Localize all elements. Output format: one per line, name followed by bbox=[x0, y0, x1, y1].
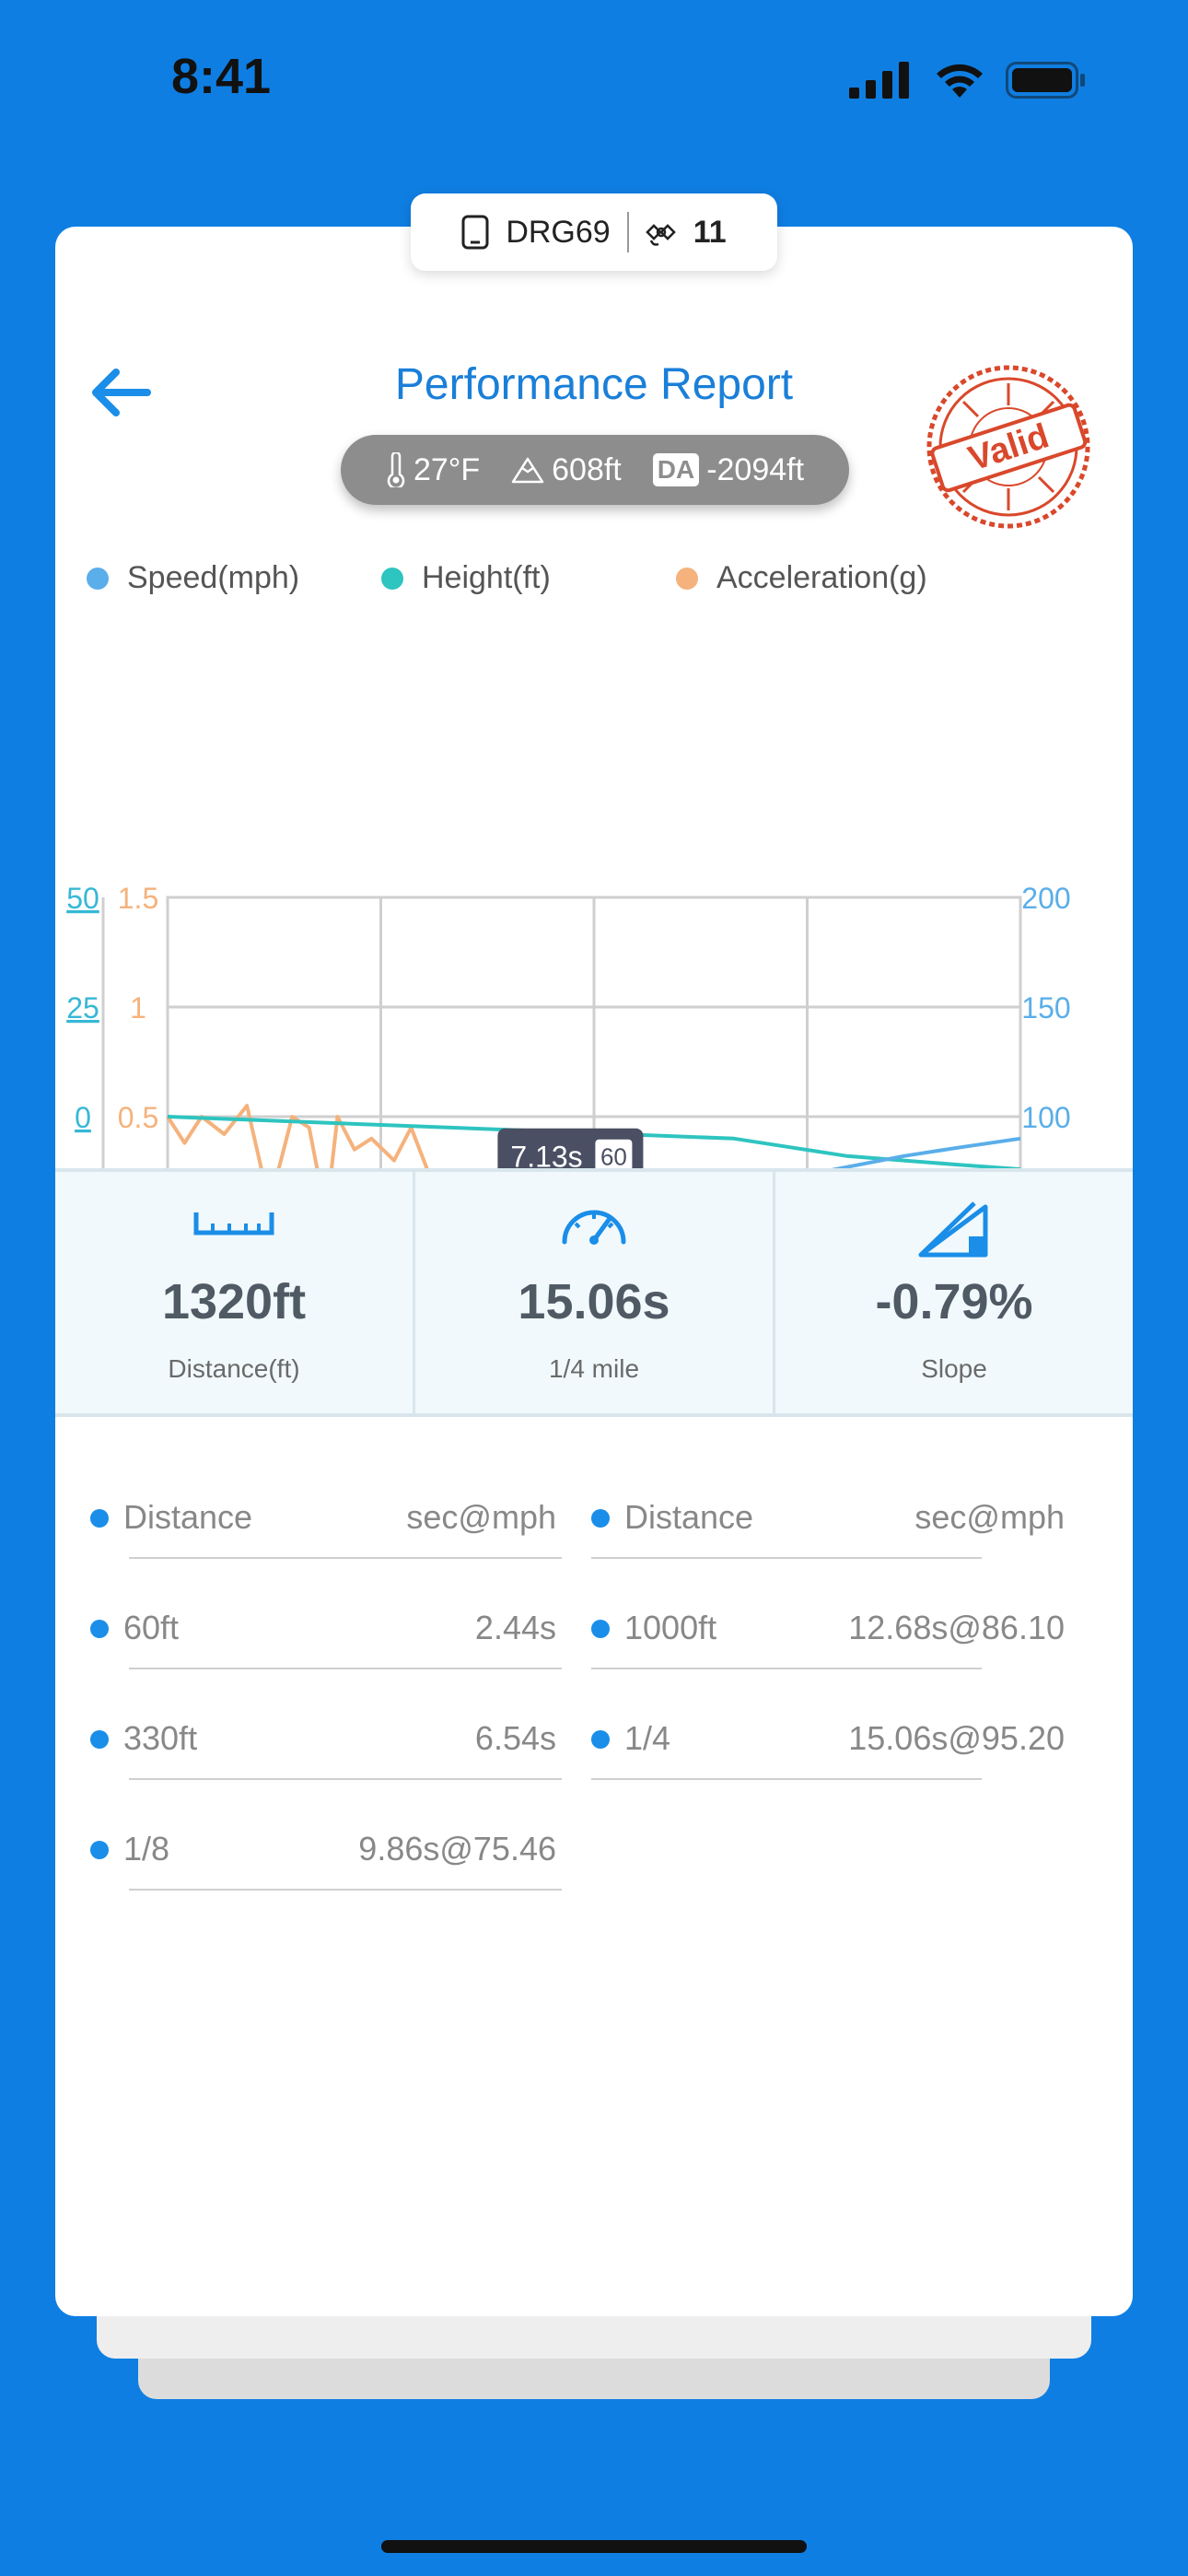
legend-acceleration-label: Acceleration(g) bbox=[716, 560, 927, 595]
split-value: 6.54s bbox=[474, 1719, 556, 1757]
satellite-icon bbox=[645, 224, 676, 246]
stat-slope-value: -0.79% bbox=[875, 1274, 1033, 1329]
mountain-icon bbox=[511, 457, 544, 484]
bullet-dot bbox=[90, 1730, 109, 1749]
acceleration-tick-label: 1 bbox=[130, 991, 146, 1025]
wifi-icon bbox=[937, 64, 983, 98]
stat-slope: -0.79% Slope bbox=[773, 1172, 1133, 1413]
device-pill[interactable]: DRG69 11 bbox=[411, 193, 777, 271]
bullet-dot bbox=[90, 1620, 109, 1638]
device-icon bbox=[461, 215, 489, 250]
table-row: 1/4 15.06s@95.20 bbox=[591, 1710, 1065, 1765]
divider bbox=[591, 1778, 982, 1780]
slope-icon bbox=[918, 1201, 988, 1258]
stat-distance-value: 1320ft bbox=[161, 1274, 307, 1329]
acceleration-tick-label: 1.5 bbox=[118, 882, 158, 915]
density-altitude-value: -2094ft bbox=[706, 451, 805, 487]
height-tick-label: 25 bbox=[66, 991, 99, 1025]
status-icons bbox=[849, 57, 1087, 103]
table-row: 60ft 2.44s bbox=[90, 1599, 556, 1655]
divider bbox=[129, 1889, 562, 1891]
stat-time-value: 15.06s bbox=[518, 1274, 670, 1329]
conditions-pill: 27°F 608ft DA -2094ft bbox=[341, 435, 849, 505]
height-tick-label: 50 bbox=[66, 882, 99, 915]
legend-height-dot bbox=[381, 567, 403, 590]
split-value: 9.86s@75.46 bbox=[358, 1830, 556, 1868]
ruler-icon bbox=[193, 1212, 274, 1235]
back-arrow-icon[interactable] bbox=[83, 356, 157, 429]
header-value: sec@mph bbox=[406, 1498, 556, 1536]
legend-speed-dot bbox=[87, 567, 109, 590]
density-altitude-item: DA -2094ft bbox=[652, 451, 805, 488]
header-value: sec@mph bbox=[914, 1498, 1065, 1536]
tooltip-badge-text: 60 bbox=[600, 1143, 627, 1171]
split-name: 1000ft bbox=[624, 1609, 717, 1646]
device-name: DRG69 bbox=[506, 214, 611, 250]
stat-distance: 1320ft Distance(ft) bbox=[55, 1172, 413, 1413]
divider bbox=[591, 1557, 982, 1559]
legend-height-label: Height(ft) bbox=[422, 560, 551, 595]
speed-tick-label: 100 bbox=[1021, 1101, 1070, 1134]
split-value: 2.44s bbox=[474, 1609, 556, 1646]
divider bbox=[129, 1778, 562, 1780]
splits-right-header: Distance sec@mph bbox=[591, 1489, 1065, 1544]
split-value: 15.06s@95.20 bbox=[848, 1719, 1065, 1757]
battery-icon bbox=[1006, 62, 1085, 99]
bullet-dot bbox=[591, 1730, 610, 1749]
chart-legend: Speed(mph) Height(ft) Acceleration(g) bbox=[87, 560, 927, 596]
speedometer-icon bbox=[562, 1210, 626, 1245]
header-name: Distance bbox=[123, 1498, 253, 1536]
table-row: 330ft 6.54s bbox=[90, 1710, 556, 1765]
height-tick-label: 0 bbox=[75, 1101, 91, 1134]
split-name: 1/8 bbox=[123, 1830, 170, 1868]
bullet-dot bbox=[90, 1841, 109, 1859]
acceleration-tick-label: 0.5 bbox=[118, 1101, 158, 1134]
split-name: 330ft bbox=[123, 1719, 198, 1757]
bullet-dot bbox=[591, 1620, 610, 1638]
cellular-signal-icon bbox=[849, 62, 909, 99]
splits-left-header: Distance sec@mph bbox=[90, 1489, 556, 1544]
split-value: 12.68s@86.10 bbox=[848, 1609, 1065, 1646]
stat-distance-label: Distance(ft) bbox=[168, 1354, 300, 1383]
split-name: 60ft bbox=[123, 1609, 180, 1646]
divider bbox=[129, 1668, 562, 1669]
valid-stamp-icon: Valid bbox=[926, 365, 1090, 529]
altitude-item: 608ft bbox=[511, 452, 622, 488]
divider bbox=[129, 1557, 562, 1559]
satellite-count: 11 bbox=[693, 214, 727, 250]
legend-acceleration: Acceleration(g) bbox=[676, 560, 927, 596]
report-card: Performance Report 27°F 608ft DA -2094ft bbox=[55, 227, 1133, 2316]
status-bar: 8:41 bbox=[0, 0, 1188, 157]
stat-time: 15.06s 1/4 mile bbox=[413, 1172, 773, 1413]
status-time: 8:41 bbox=[171, 49, 272, 104]
stat-time-label: 1/4 mile bbox=[548, 1354, 640, 1383]
da-badge: DA bbox=[652, 453, 700, 486]
split-name: 1/4 bbox=[624, 1719, 671, 1757]
home-indicator[interactable] bbox=[381, 2540, 807, 2553]
temperature-value: 27°F bbox=[413, 451, 481, 487]
pill-divider bbox=[626, 212, 629, 252]
tooltip-time: 7.13s bbox=[510, 1141, 582, 1174]
header-name: Distance bbox=[624, 1498, 754, 1536]
table-row: 1000ft 12.68s@86.10 bbox=[591, 1599, 1065, 1655]
speed-tick-label: 150 bbox=[1021, 991, 1070, 1025]
table-row: 1/8 9.86s@75.46 bbox=[90, 1821, 556, 1876]
stats-row: 1320ft Distance(ft) 15.06s 1/4 mile -0.7… bbox=[55, 1168, 1133, 1417]
bullet-dot bbox=[591, 1509, 610, 1528]
series-line-height bbox=[167, 1115, 1021, 1172]
legend-speed-label: Speed(mph) bbox=[127, 560, 300, 595]
page-title: Performance Report bbox=[394, 360, 794, 409]
stat-slope-label: Slope bbox=[921, 1354, 987, 1383]
divider bbox=[591, 1668, 982, 1669]
tooltip-badge bbox=[595, 1139, 633, 1173]
bullet-dot bbox=[90, 1509, 109, 1528]
legend-speed: Speed(mph) bbox=[87, 560, 381, 596]
legend-height: Height(ft) bbox=[381, 560, 676, 596]
legend-acceleration-dot bbox=[676, 567, 698, 590]
thermometer-icon bbox=[387, 452, 405, 487]
altitude-value: 608ft bbox=[552, 451, 622, 487]
temperature-item: 27°F bbox=[386, 452, 480, 488]
speed-tick-label: 200 bbox=[1021, 882, 1070, 915]
